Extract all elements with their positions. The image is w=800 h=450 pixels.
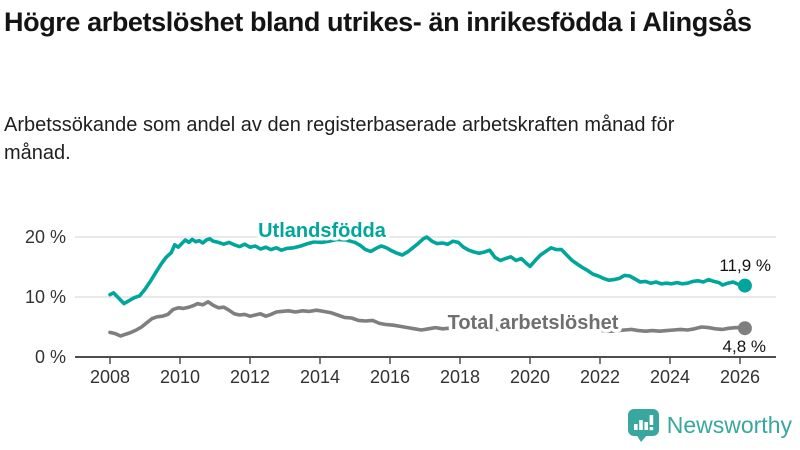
- svg-text:2022: 2022: [580, 367, 620, 387]
- series-label-utlandsfodda: Utlandsfödda: [258, 220, 387, 242]
- svg-text:20 %: 20 %: [25, 227, 66, 247]
- x-axis: 2008 2010 2012 2014 2016 2018 2020 2022 2024 2026: [75, 356, 776, 387]
- svg-text:2020: 2020: [510, 367, 550, 387]
- newsworthy-icon: [627, 409, 659, 442]
- page-subtitle: Arbetssökande som andel av den registerb…: [4, 114, 675, 164]
- series-end-dots: [737, 278, 752, 336]
- svg-text:10 %: 10 %: [25, 287, 66, 307]
- newsworthy-logo: Newsworthy: [627, 408, 792, 443]
- y-axis-labels: 0 % 10 % 20 %: [25, 227, 66, 367]
- svg-text:2018: 2018: [440, 367, 480, 387]
- page-title: Högre arbetslöshet bland utrikes- än inr…: [4, 7, 752, 37]
- series-lines: [108, 235, 747, 338]
- series-label-total-arbetsloshet: Total arbetslöshet: [448, 312, 619, 334]
- svg-text:2010: 2010: [160, 367, 200, 387]
- svg-text:0 %: 0 %: [35, 347, 66, 367]
- end-value-label-utlandsfodda: 11,9 %: [719, 256, 771, 275]
- svg-text:2012: 2012: [230, 367, 270, 387]
- newsworthy-wordmark: Newsworthy: [666, 412, 792, 438]
- end-value-label-total: 4,8 %: [723, 337, 766, 356]
- svg-text:2026: 2026: [720, 367, 760, 387]
- svg-text:2016: 2016: [370, 367, 410, 387]
- svg-text:2008: 2008: [90, 367, 130, 387]
- svg-text:2014: 2014: [300, 367, 340, 387]
- svg-text:2024: 2024: [650, 367, 690, 387]
